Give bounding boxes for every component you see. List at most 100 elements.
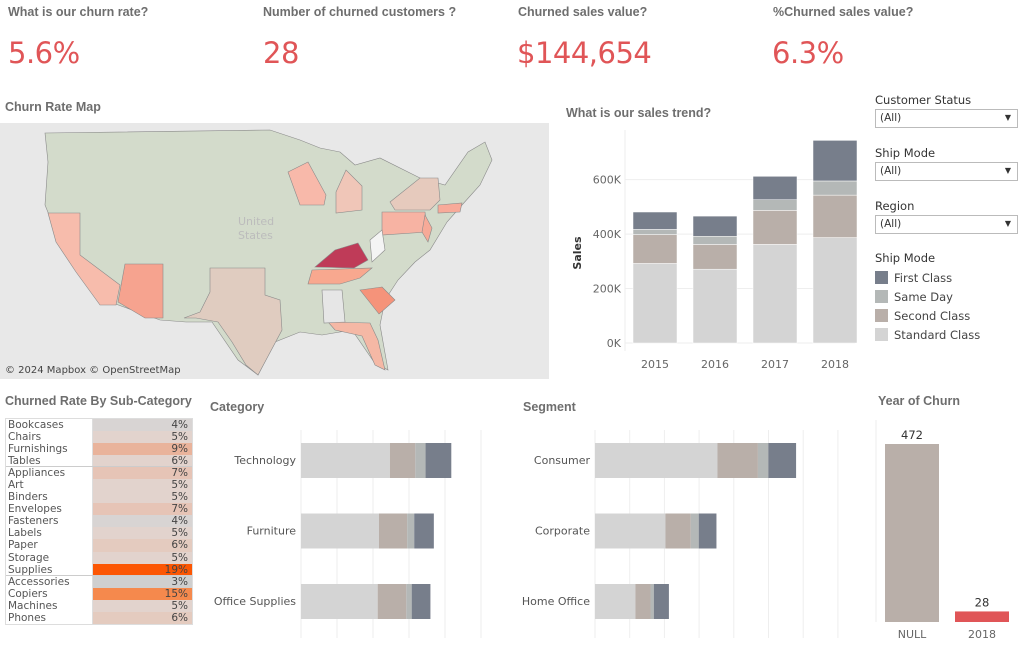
bar-segment[interactable]	[692, 215, 738, 237]
subcategory-row[interactable]: Fasteners 4%	[6, 515, 192, 528]
state-michigan[interactable]	[335, 169, 363, 214]
legend-swatch	[875, 290, 888, 303]
bar-segment[interactable]	[415, 443, 426, 478]
bar-segment[interactable]	[690, 513, 699, 549]
bar-segment[interactable]	[389, 443, 416, 478]
subcategory-name: Copiers	[6, 587, 93, 600]
customer-status-dropdown[interactable]: (All) ▼	[875, 109, 1018, 128]
map-label-united: United	[238, 215, 274, 228]
subcategory-row[interactable]: Machines 5%	[6, 599, 192, 612]
subcategory-row[interactable]: Chairs 5%	[6, 431, 192, 444]
bar-segment[interactable]	[635, 584, 651, 619]
bar-segment[interactable]	[752, 199, 798, 211]
subcategory-name: Appliances	[6, 467, 93, 480]
bar-segment[interactable]	[812, 180, 858, 196]
category-chart[interactable]: Technology Furniture Office Supplies	[205, 420, 510, 642]
subcategory-row[interactable]: Art 5%	[6, 479, 192, 492]
churn-bar[interactable]	[885, 444, 939, 622]
subcategory-rate: 5%	[93, 479, 192, 492]
bar-segment[interactable]	[752, 244, 798, 344]
state-new-york[interactable]	[389, 177, 441, 211]
bar-segment[interactable]	[752, 176, 798, 201]
churn-bar[interactable]	[955, 611, 1009, 622]
region-dropdown[interactable]: (All) ▼	[875, 215, 1018, 234]
state-massachusetts[interactable]	[437, 202, 463, 214]
subcategory-name: Supplies	[6, 563, 93, 576]
subcategory-row[interactable]: Supplies 19%	[6, 563, 192, 576]
subcategory-row[interactable]: Paper 6%	[6, 539, 192, 552]
subcategory-row[interactable]: Binders 5%	[6, 491, 192, 504]
legend-item[interactable]: Same Day	[875, 287, 980, 306]
bar-segment[interactable]	[752, 210, 798, 245]
bar-segment[interactable]	[414, 513, 434, 549]
ship-mode-dropdown[interactable]: (All) ▼	[875, 162, 1018, 181]
state-new-jersey[interactable]	[421, 214, 433, 243]
subcategory-row[interactable]: Furnishings 9%	[6, 443, 192, 456]
bar-segment[interactable]	[407, 513, 415, 549]
bar-segment[interactable]	[595, 513, 666, 549]
legend-swatch	[875, 328, 888, 341]
subcategory-row[interactable]: Storage 5%	[6, 551, 192, 564]
state-alabama[interactable]	[321, 289, 346, 324]
category-label: Technology	[233, 454, 296, 467]
bar-segment[interactable]	[411, 584, 431, 619]
state-texas[interactable]	[183, 267, 283, 376]
state-arizona[interactable]	[117, 263, 164, 319]
bar-segment[interactable]	[653, 584, 669, 619]
state-kentucky[interactable]	[314, 242, 369, 269]
legend-item[interactable]: Standard Class	[875, 325, 980, 344]
state-florida[interactable]	[327, 321, 386, 371]
state-pennsylvania[interactable]	[381, 211, 428, 236]
subcategory-name: Art	[6, 479, 93, 492]
bar-segment[interactable]	[301, 513, 379, 549]
state-wisconsin[interactable]	[287, 161, 327, 206]
bar-segment[interactable]	[665, 513, 691, 549]
legend-title: Ship Mode	[875, 251, 936, 265]
legend-item[interactable]: Second Class	[875, 306, 980, 325]
bar-segment[interactable]	[812, 194, 858, 238]
bar-segment[interactable]	[595, 443, 718, 478]
subcategory-row[interactable]: Labels 5%	[6, 527, 192, 540]
sales-trend-chart[interactable]: 0K 200K 400K 600K Sales 2015 2016 2017 2018	[560, 120, 865, 380]
bar-segment[interactable]	[692, 268, 738, 344]
subcategory-row[interactable]: Accessories 3%	[6, 575, 192, 588]
bar-segment[interactable]	[595, 584, 636, 619]
bar-segment[interactable]	[378, 513, 408, 549]
bar-segment[interactable]	[650, 584, 654, 619]
subcategory-name: Furnishings	[6, 443, 93, 456]
state-california[interactable]	[47, 212, 121, 306]
bar-segment[interactable]	[812, 140, 858, 182]
category-label: Consumer	[534, 454, 591, 467]
bar-segment[interactable]	[698, 513, 717, 549]
bar-segment[interactable]	[632, 234, 678, 264]
subcategory-row[interactable]: Phones 6%	[6, 611, 192, 624]
subcategory-row[interactable]: Tables 6%	[6, 455, 192, 468]
bar-segment[interactable]	[377, 584, 407, 619]
bar-segment[interactable]	[632, 211, 678, 230]
legend-item[interactable]: First Class	[875, 268, 980, 287]
filter-label: Region	[875, 199, 915, 213]
bar-segment[interactable]	[692, 244, 738, 270]
bar-segment[interactable]	[425, 443, 452, 478]
bar-segment[interactable]	[812, 237, 858, 344]
segment-chart[interactable]: Consumer Corporate Home Office	[515, 420, 865, 642]
bar-segment[interactable]	[717, 443, 758, 478]
bar-segment[interactable]	[768, 443, 797, 478]
bar-segment[interactable]	[632, 263, 678, 344]
churn-rate-map[interactable]: United States © 2024 Mapbox © OpenStreet…	[0, 0, 550, 380]
bar-segment[interactable]	[632, 229, 678, 235]
year-of-churn-chart[interactable]: 472 NULL 28 2018	[870, 415, 1024, 645]
subcategory-row[interactable]: Bookcases 4%	[6, 419, 192, 432]
bar-segment[interactable]	[301, 584, 378, 619]
subcategory-row[interactable]: Envelopes 7%	[6, 503, 192, 516]
kpi-churned-sales-value: $144,654	[517, 36, 652, 70]
bar-segment[interactable]	[301, 443, 390, 478]
bar-segment[interactable]	[692, 235, 738, 245]
bar-segment[interactable]	[757, 443, 769, 478]
state-south-carolina[interactable]	[359, 286, 396, 315]
subcategory-row[interactable]: Appliances 7%	[6, 467, 192, 480]
map-attribution[interactable]: © 2024 Mapbox © OpenStreetMap	[5, 365, 181, 376]
subcategory-row[interactable]: Copiers 15%	[6, 587, 192, 600]
state-tennessee[interactable]	[307, 267, 373, 285]
bar-segment[interactable]	[406, 584, 412, 619]
